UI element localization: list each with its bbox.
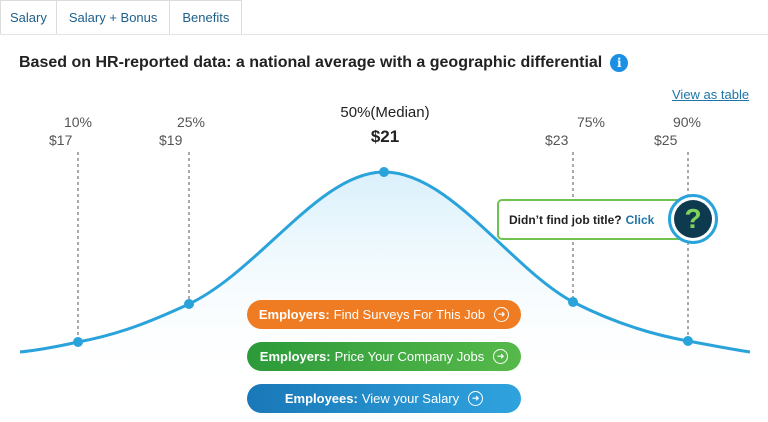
percentile-25: 25% $19 [156,114,226,148]
percentile-label: 90% [672,114,702,130]
percentile-label: 25% [176,114,206,130]
median-marker: 50%(Median) $21 [315,104,455,147]
button-bold-label: Employers: [258,307,330,322]
price-jobs-button[interactable]: Employers: Price Your Company Jobs ➜ [247,342,521,371]
heading-text: Based on HR-reported data: a national av… [19,54,603,71]
job-title-prompt-text: Didn’t find job title? [509,212,622,227]
percentile-value: $17 [49,132,73,148]
arrow-right-icon: ➜ [494,307,510,322]
percentile-label: 75% [576,114,605,130]
p10-point [73,337,83,347]
percentile-label: 10% [63,114,93,130]
tab-benefits[interactable]: Benefits [170,0,243,35]
curve-fill [20,172,750,400]
percentile-value: $23 [545,132,569,148]
job-title-click-link[interactable]: Click [625,212,655,227]
p90-point [683,336,693,346]
median-label: 50%(Median) [340,104,430,121]
p25-point [184,299,194,309]
percentile-90: 90% $25 [652,114,722,148]
p75-point [568,297,578,307]
find-surveys-button[interactable]: Employers: Find Surveys For This Job ➜ [247,300,521,329]
button-bold-label: Employers: [259,349,331,364]
page-heading: Based on HR-reported data: a national av… [19,54,629,72]
question-mark-icon: ? [674,200,712,238]
median-value: $21 [370,127,400,146]
help-question-icon[interactable]: ? [668,194,718,244]
button-label: View your Salary [361,391,460,406]
button-bold-label: Employees: [284,391,358,406]
job-title-prompt: Didn’t find job title? Click [497,199,687,240]
arrow-right-icon: ➜ [468,391,484,406]
arrow-right-icon: ➜ [493,349,509,364]
tab-bar: Salary Salary + Bonus Benefits [0,0,243,35]
percentile-75: 75% $23 [538,114,608,148]
percentile-10: 10% $17 [43,114,113,148]
tab-salary[interactable]: Salary [0,0,57,35]
button-label: Find Surveys For This Job [333,307,486,322]
percentile-value: $19 [159,132,183,148]
median-point [379,167,389,177]
view-as-table-link[interactable]: View as table [672,87,750,102]
tab-divider [0,34,768,35]
info-icon[interactable]: i [610,54,629,72]
view-salary-button[interactable]: Employees: View your Salary ➜ [247,384,521,413]
percentile-value: $25 [654,132,678,148]
button-label: Price Your Company Jobs [334,349,485,364]
